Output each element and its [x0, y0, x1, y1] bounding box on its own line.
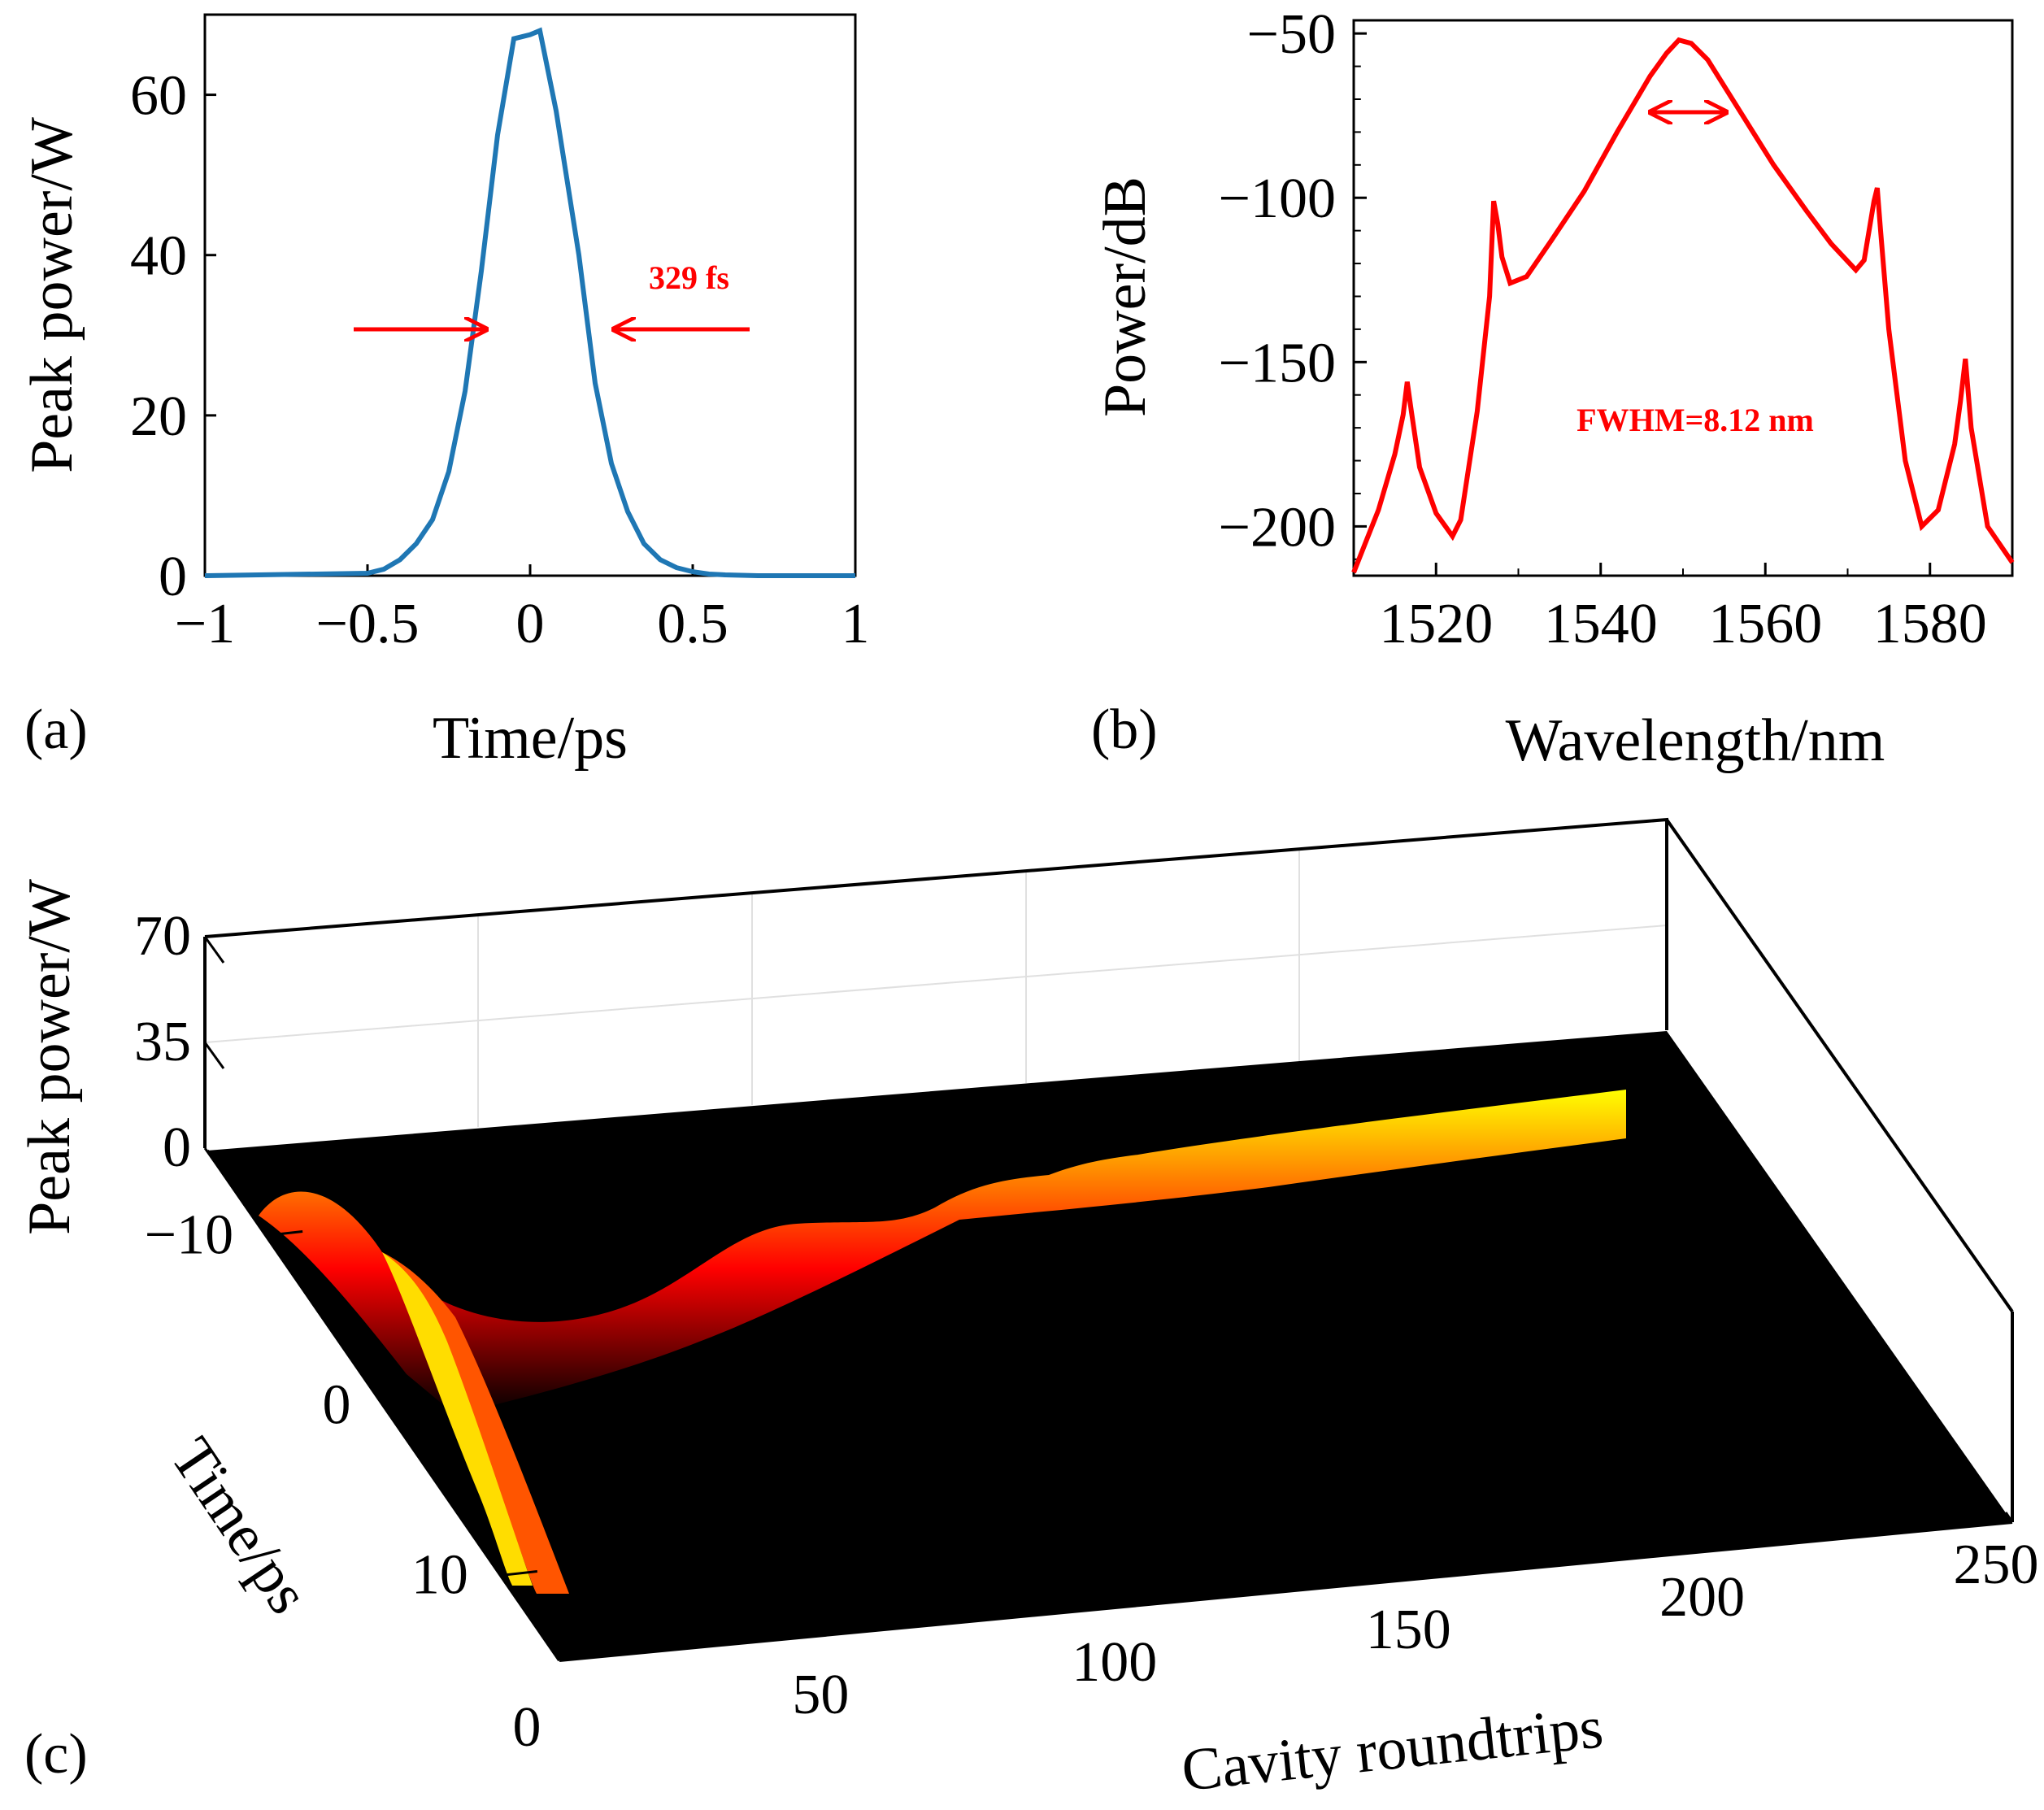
panel-a-chart: −1 −0.5 0 0.5 1 0 20 40 60 329 fs Time/ps Peak p…: [19, 13, 870, 772]
panel-c-xlabel: Cavity roundtrips: [1179, 1694, 1607, 1804]
panel-c-floor: [207, 1031, 2012, 1660]
roundtrip-tick-mark: [1133, 1595, 1142, 1606]
panel-b-letter: (b): [1091, 698, 1158, 761]
roundtrip-tick-mark: [551, 1650, 561, 1661]
panel-c-letter: (c): [24, 1723, 88, 1786]
time-tick-mark: [500, 1570, 537, 1577]
y-tick-label: −200: [1219, 496, 1336, 559]
time-tick-label: 0: [323, 1374, 351, 1437]
roundtrip-tick-mark: [842, 1622, 851, 1634]
x-tick-label: 0.5: [657, 593, 728, 655]
panel-c-grid-z35: [204, 925, 1668, 1043]
x-tick-label: 1520: [1379, 593, 1493, 655]
time-tick-mark: [266, 1230, 303, 1237]
y-tick-label: 20: [130, 385, 187, 448]
panel-b-ylabel: Power/dB: [1092, 176, 1159, 417]
z-tick-label: 70: [134, 905, 191, 968]
panel-b-spectrum-line: [1351, 37, 2015, 574]
roundtrip-tick-label: 200: [1659, 1566, 1745, 1629]
y-tick-label: 40: [130, 225, 187, 288]
panel-a-letter: (a): [24, 698, 88, 761]
panel-b-xlabel: Wavelength/nm: [1506, 707, 1885, 774]
x-tick-label: −1: [175, 593, 235, 655]
panel-b-fwhm-annotation: FWHM=8.12 nm: [1576, 402, 1814, 438]
time-tick-mark: [383, 1400, 420, 1407]
panel-a-ylabel: Peak power/W: [19, 117, 85, 473]
roundtrip-tick-mark: [1423, 1567, 1433, 1578]
x-tick-label: −0.5: [316, 593, 420, 655]
roundtrip-tick-label: 50: [792, 1664, 849, 1726]
x-tick-label: 1: [842, 593, 870, 655]
y-tick-label: −100: [1219, 168, 1336, 230]
panel-c-surface-ridge-light: [382, 1252, 533, 1586]
y-tick-label: 0: [159, 546, 187, 608]
roundtrip-tick-label: 100: [1072, 1631, 1157, 1694]
z-tick-label: 0: [163, 1116, 191, 1179]
y-tick-label: 60: [130, 65, 187, 128]
z-tick-mark: [203, 1042, 225, 1069]
x-tick-label: 0: [516, 593, 545, 655]
roundtrip-tick-mark: [1714, 1539, 1723, 1551]
y-tick-label: −150: [1219, 332, 1336, 394]
z-tick-mark: [203, 1147, 225, 1175]
x-tick-label: 1560: [1708, 593, 1822, 655]
panel-a-pulse-line: [204, 27, 855, 578]
panel-c-zlabel: Peak power/W: [16, 879, 83, 1235]
y-tick-label: −50: [1247, 3, 1336, 66]
x-tick-label: 1580: [1873, 593, 1987, 655]
panel-c-surface-crest: [259, 1090, 1626, 1415]
panel-a-ticks: −1 −0.5 0 0.5 1 0 20 40 60: [130, 65, 870, 655]
roundtrip-tick-label: 0: [513, 1696, 541, 1759]
z-tick-label: 35: [134, 1011, 191, 1073]
roundtrip-tick-label: 150: [1366, 1599, 1451, 1661]
panel-a-xlabel: Time/ps: [433, 705, 628, 772]
time-tick-label: −10: [145, 1204, 233, 1267]
panel-b-ticks: 1520 1540 1560 1580 −50 −100 −150 −200: [1219, 3, 2013, 655]
panel-b-chart: 1520 1540 1560 1580 −50 −100 −150 −200 FWHM=8.1…: [1091, 3, 2015, 774]
panel-c-ylabel: Time/ps: [158, 1426, 322, 1625]
panel-a-plot-frame: [203, 13, 857, 577]
panel-c-box-right-top: [1665, 818, 2014, 1313]
roundtrip-tick-label: 250: [1954, 1534, 2039, 1596]
roundtrip-tick-mark: [2004, 1512, 2014, 1523]
panel-c-roundtrip-axis: [559, 1521, 2013, 1662]
x-tick-label: 1540: [1544, 593, 1658, 655]
panel-a-fwhm-annotation: 329 fs: [649, 259, 729, 296]
time-tick-label: 10: [411, 1544, 468, 1607]
z-tick-mark: [203, 936, 225, 964]
